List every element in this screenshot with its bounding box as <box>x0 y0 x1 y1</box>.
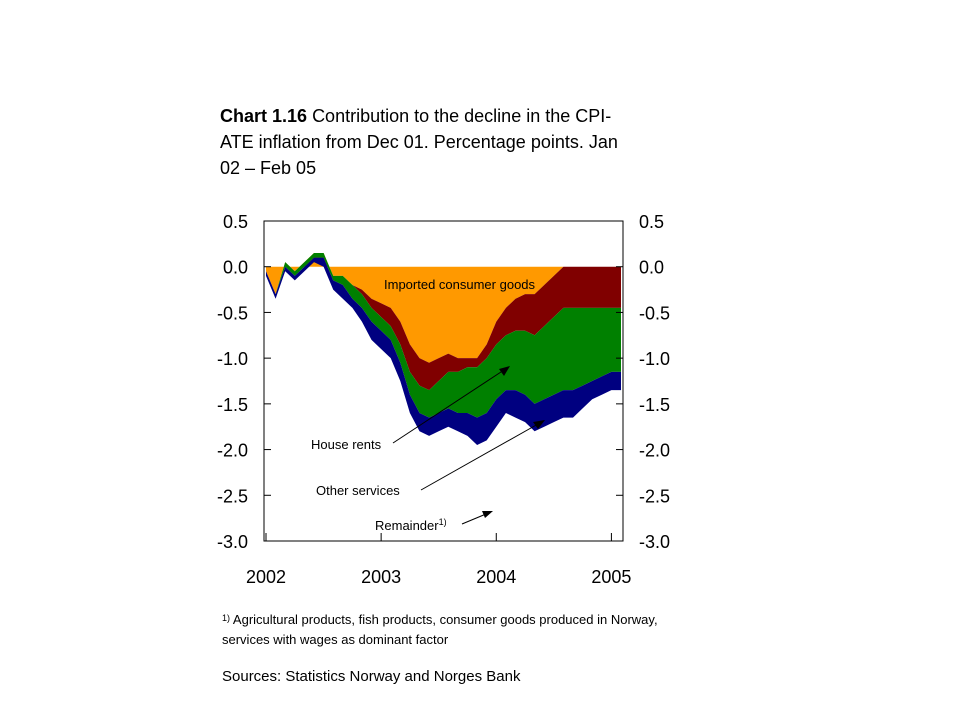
y-axis-right: 0.5 0.0 -0.5 -1.0 -1.5 -2.0 -2.5 -3.0 <box>616 212 670 552</box>
arrow-remainder <box>461 513 487 525</box>
area-remainder <box>266 257 621 445</box>
plot-frame <box>263 220 624 542</box>
arrow-other-services <box>420 423 539 491</box>
y-tick-label-right: -1.5 <box>639 395 670 415</box>
footnote-marker: 1) <box>222 613 231 623</box>
y-tick-label-right: -1.0 <box>639 349 670 369</box>
chart-title-text: Contribution to the decline in the CPI-A… <box>220 106 618 178</box>
stacked-areas <box>266 253 621 445</box>
chart-title-bold: Chart 1.16 <box>220 106 308 126</box>
area-imported-consumer-goods <box>266 253 621 363</box>
footnote: 1) Agricultural products, fish products,… <box>222 610 662 650</box>
chart-title: Chart 1.16 Contribution to the decline i… <box>220 103 640 181</box>
y-tick-label-left: -1.0 <box>217 349 248 369</box>
x-axis: 2002 2003 2004 2005 <box>246 533 631 587</box>
y-tick-label-right: 0.5 <box>639 212 664 232</box>
label-other-services: Other services <box>316 483 400 498</box>
y-tick-label-right: -2.5 <box>639 486 670 506</box>
y-tick-label-left: 0.5 <box>223 212 248 232</box>
y-tick-label-left: -3.0 <box>217 532 248 552</box>
x-tick-label: 2004 <box>476 567 516 587</box>
y-axis-left: 0.5 0.0 -0.5 -1.0 -1.5 -2.0 -2.5 -3.0 <box>217 212 271 552</box>
y-tick-label-right: 0.0 <box>639 258 664 278</box>
x-tick-label: 2005 <box>591 567 631 587</box>
y-tick-label-left: -2.0 <box>217 441 248 461</box>
x-tick-label: 2002 <box>246 567 286 587</box>
x-tick-label: 2003 <box>361 567 401 587</box>
area-house-rents <box>266 253 621 391</box>
arrowhead-house-rents <box>499 366 510 376</box>
label-remainder-sup: 1) <box>439 517 447 527</box>
label-imported-consumer-goods: Imported consumer goods <box>384 277 536 292</box>
y-tick-label-left: -0.5 <box>217 303 248 323</box>
y-tick-label-right: -2.0 <box>639 441 670 461</box>
y-tick-label-left: -2.5 <box>217 486 248 506</box>
label-remainder: Remainder1) <box>375 517 447 533</box>
arrowhead-other-services <box>533 420 545 429</box>
footnote-text: Agricultural products, fish products, co… <box>222 612 658 647</box>
y-tick-label-right: -3.0 <box>639 532 670 552</box>
arrow-house-rents <box>392 369 505 444</box>
label-house-rents: House rents <box>311 437 382 452</box>
area-other-services <box>266 253 621 418</box>
y-tick-label-left: -1.5 <box>217 395 248 415</box>
arrowhead-remainder <box>482 511 493 518</box>
y-tick-label-right: -0.5 <box>639 303 670 323</box>
y-tick-label-left: 0.0 <box>223 258 248 278</box>
sources-line: Sources: Statistics Norway and Norges Ba… <box>222 668 521 685</box>
label-remainder-text: Remainder <box>375 518 439 533</box>
